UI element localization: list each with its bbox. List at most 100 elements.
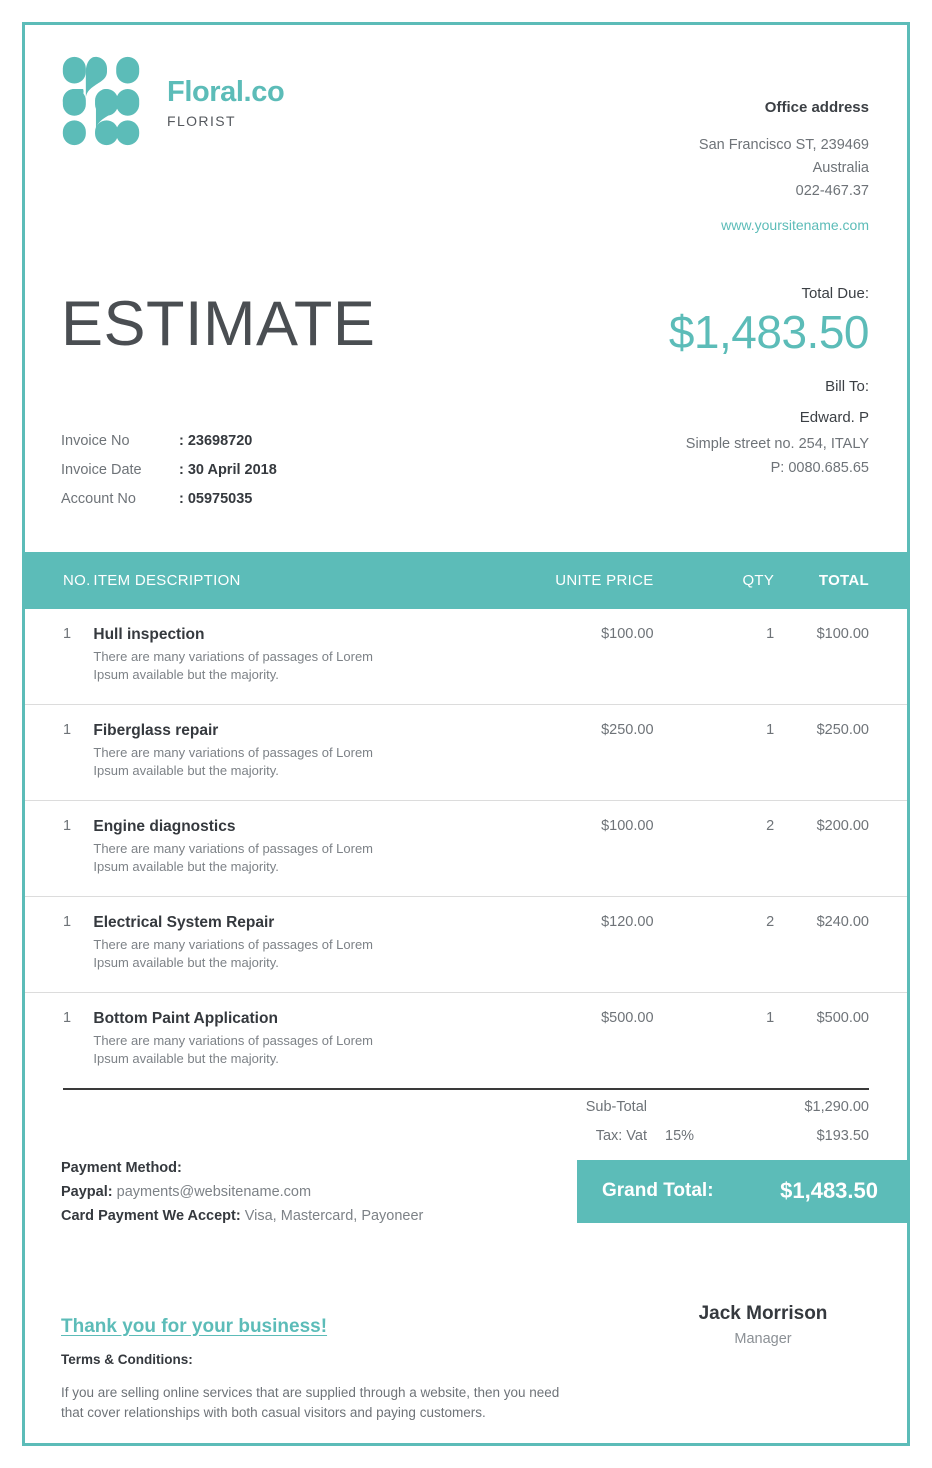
thank-you-message: Thank you for your business!: [61, 1315, 328, 1337]
item-description-cell: Bottom Paint Application There are many …: [93, 992, 467, 1087]
item-no: 1: [25, 609, 94, 705]
total-due-amount: $1,483.50: [668, 305, 870, 358]
item-no: 1: [63, 1009, 72, 1026]
account-no-value: : 05975035: [179, 491, 253, 508]
items-table-header: NO. ITEM DESCRIPTION UNITE PRICE QTY TOT…: [25, 552, 907, 610]
table-row: 1 Hull inspection There are many variati…: [25, 609, 907, 705]
col-header-no: NO.: [25, 552, 94, 610]
title-band: ESTIMATE Total Due: $1,483.50 Bill To:: [25, 233, 907, 395]
item-price: $500.00: [601, 1009, 654, 1026]
subtotal-row: Sub-Total $1,290.00: [63, 1090, 869, 1119]
totals-divider: [63, 1087, 869, 1090]
item-name: Engine diagnostics: [93, 817, 236, 835]
office-website-link[interactable]: www.yoursitename.com: [721, 216, 869, 233]
item-description-cell: Electrical System Repair There are many …: [93, 896, 468, 993]
item-name: Hull inspection: [93, 626, 205, 644]
tax-row: Tax: Vat 15% $193.50: [63, 1119, 869, 1148]
subtotal-rate-spacer: [647, 1090, 737, 1119]
totals-spacer: [63, 1119, 497, 1148]
item-description-cell: Fiberglass repair There are many variati…: [93, 704, 468, 801]
office-address-block: Office address San Francisco ST, 239469 …: [699, 55, 869, 233]
bill-to-phone: P: 0080.685.65: [770, 459, 869, 476]
subtotal-value: $1,290.00: [804, 1098, 869, 1115]
item-price: $100.00: [467, 800, 654, 897]
terms-title: Terms & Conditions:: [61, 1351, 193, 1367]
payment-method-title: Payment Method:: [61, 1159, 182, 1176]
office-address-line-1: San Francisco ST, 239469: [698, 137, 869, 153]
item-total: $200.00: [774, 800, 907, 897]
items-table: NO. ITEM DESCRIPTION UNITE PRICE QTY TOT…: [25, 552, 907, 1088]
terms-body: If you are selling online services that …: [61, 1384, 560, 1420]
item-total: $500.00: [816, 1009, 869, 1026]
item-qty: 2: [653, 896, 775, 993]
page-title: ESTIMATE: [61, 288, 376, 359]
tax-value: $193.50: [816, 1127, 869, 1144]
item-price: $120.00: [467, 896, 654, 993]
tax-rate: 15%: [665, 1127, 695, 1144]
office-address-line-2: Australia: [812, 159, 869, 176]
item-qty: 2: [653, 800, 775, 897]
card-payment-value: Visa, Mastercard, Payoneer: [244, 1207, 424, 1224]
bill-to-block: Edward. P Simple street no. 254, ITALY P…: [686, 409, 869, 480]
office-address-title: Office address: [764, 99, 869, 116]
account-no-label: Account No: [61, 491, 136, 508]
invoice-no-label: Invoice No: [61, 433, 130, 450]
invoice-meta-table: Invoice No : 23698720 Invoice Date : 30 …: [61, 433, 277, 520]
item-name: Electrical System Repair: [93, 913, 275, 931]
invoice-no-value: : 23698720: [179, 433, 253, 450]
paypal-label: Paypal:: [61, 1183, 113, 1200]
grand-total-value: $1,483.50: [780, 1178, 878, 1204]
totals-table: Sub-Total $1,290.00 Tax: Vat 15% $193.50: [63, 1090, 869, 1148]
payment-band: Payment Method: Paypal: payments@website…: [25, 1159, 907, 1230]
table-row: 1 Electrical System Repair There are man…: [25, 896, 907, 993]
card-payment-line: Card Payment We Accept: Visa, Mastercard…: [61, 1208, 907, 1224]
item-price: $100.00: [467, 609, 654, 705]
tax-label: Tax: Vat: [595, 1127, 647, 1144]
item-no: 1: [25, 704, 94, 801]
invoice-content: Floral.co FLORIST Office address San Fra…: [25, 25, 907, 1443]
item-description: There are many variations of passages of…: [93, 1032, 374, 1067]
item-price: $250.00: [467, 704, 654, 801]
item-qty: 1: [766, 1009, 775, 1026]
item-total: $250.00: [774, 704, 907, 801]
table-row: 1 Bottom Paint Application There are man…: [25, 992, 907, 1087]
subtotal-label: Sub-Total: [585, 1098, 647, 1115]
total-due-label: Total Due:: [801, 284, 869, 302]
table-row: 1 Fiberglass repair There are many varia…: [25, 704, 907, 801]
paypal-line: Paypal: payments@websitename.com: [61, 1184, 907, 1200]
item-description: There are many variations of passages of…: [93, 744, 374, 779]
item-description-cell: Engine diagnostics There are many variat…: [93, 800, 468, 897]
col-header-description: ITEM DESCRIPTION: [93, 552, 468, 610]
col-header-qty: QTY: [653, 552, 775, 610]
table-header-row: NO. ITEM DESCRIPTION UNITE PRICE QTY TOT…: [25, 552, 907, 610]
item-qty: 1: [653, 609, 775, 705]
invoice-date-value: : 30 April 2018: [179, 462, 277, 479]
office-phone: 022-467.37: [795, 182, 869, 199]
table-row: Invoice Date : 30 April 2018: [61, 462, 277, 491]
item-total: $240.00: [774, 896, 907, 993]
grand-total-bar: Grand Total: $1,483.50: [577, 1159, 907, 1223]
grand-total-label: Grand Total:: [602, 1180, 714, 1202]
signature-role: Manager: [734, 1331, 792, 1347]
brand-tagline: FLORIST: [167, 112, 236, 129]
invoice-footer: Thank you for your business! Terms & Con…: [61, 1316, 869, 1424]
brand-text: Floral.co FLORIST: [167, 73, 285, 129]
table-row: Account No : 05975035: [61, 491, 277, 520]
bill-to-address: Simple street no. 254, ITALY: [685, 436, 869, 453]
signature-block: Jack Morrison Manager: [643, 1303, 883, 1347]
item-qty: 1: [653, 704, 775, 801]
invoice-header: Floral.co FLORIST Office address San Fra…: [25, 25, 907, 233]
bill-to-name: Edward. P: [799, 409, 869, 427]
items-table-wrap: NO. ITEM DESCRIPTION UNITE PRICE QTY TOT…: [25, 552, 907, 1088]
item-description-cell: Hull inspection There are many variation…: [93, 609, 468, 705]
invoice-date-label: Invoice Date: [61, 462, 142, 479]
total-due-block: Total Due: $1,483.50 Bill To:: [668, 284, 870, 395]
meta-row: Invoice No : 23698720 Invoice Date : 30 …: [25, 395, 907, 520]
brand-block: Floral.co FLORIST: [61, 55, 285, 147]
table-row: Invoice No : 23698720: [61, 433, 277, 462]
item-description: There are many variations of passages of…: [93, 840, 374, 875]
table-row: 1 Engine diagnostics There are many vari…: [25, 800, 907, 897]
brand-name: Floral.co: [167, 76, 285, 109]
floral-grid-logo-icon: [62, 56, 140, 146]
